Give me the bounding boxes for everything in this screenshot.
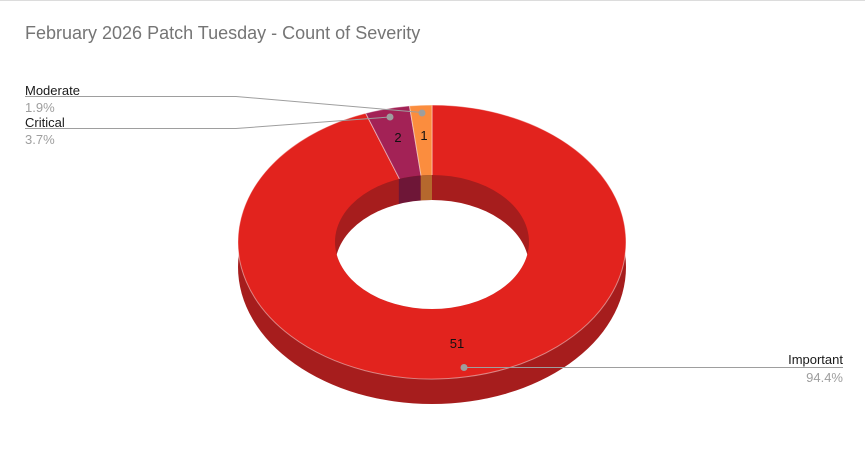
legend-label-important: Important bbox=[788, 352, 843, 367]
slice-value-important: 51 bbox=[449, 336, 465, 351]
callout-dot-moderate bbox=[418, 109, 426, 117]
callout-line-moderate bbox=[25, 96, 423, 113]
slice-value-critical: 2 bbox=[394, 130, 402, 145]
legend-label-critical: Critical bbox=[25, 115, 65, 130]
inner-wall-critical bbox=[398, 175, 421, 205]
legend-percent-critical: 3.7% bbox=[25, 132, 55, 147]
chart-top-border bbox=[0, 0, 865, 1]
slice-value-moderate: 1 bbox=[420, 128, 428, 143]
legend-label-moderate: Moderate bbox=[25, 83, 80, 98]
chart-title: February 2026 Patch Tuesday - Count of S… bbox=[25, 23, 421, 43]
inner-wall-moderate bbox=[420, 174, 432, 201]
legend-percent-moderate: 1.9% bbox=[25, 100, 55, 115]
callout-line-critical bbox=[25, 116, 391, 129]
callout-dot-important bbox=[460, 364, 468, 371]
legend-percent-important: 94.4% bbox=[806, 370, 843, 385]
callout-dot-critical bbox=[386, 113, 394, 121]
